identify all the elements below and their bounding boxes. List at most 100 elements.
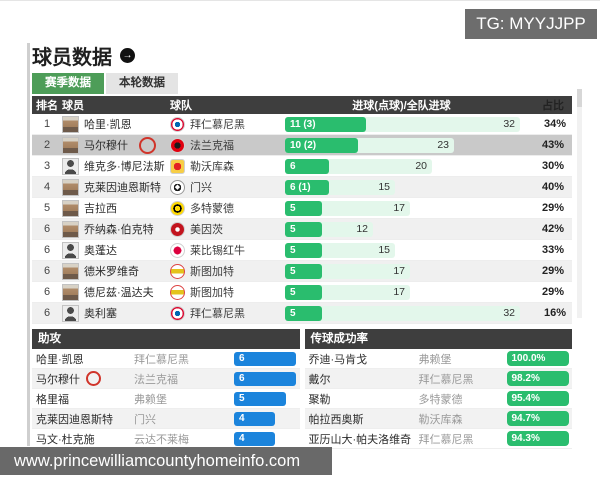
assist-bar: 6 xyxy=(234,371,296,386)
assist-row[interactable]: 格里福 弗赖堡 5 xyxy=(32,389,300,409)
more-arrow-icon[interactable]: → xyxy=(120,47,135,63)
rank-value: 6 xyxy=(43,265,51,277)
share-value: 33% xyxy=(541,244,564,256)
player-name: 哈里·凯恩 xyxy=(36,353,84,366)
table-row[interactable]: 2 马尔穆什 法兰克福 10 (2) 23 43% xyxy=(32,135,572,156)
team-goals-track: 5 32 xyxy=(285,305,520,321)
table-row[interactable]: 6 奥利塞 拜仁慕尼黑 5 32 16% xyxy=(32,303,572,324)
team-goals-value: 15 xyxy=(378,243,390,256)
team-name: 拜仁慕尼黑 xyxy=(418,433,474,446)
rank-value: 5 xyxy=(43,202,51,214)
table-row[interactable]: 1 哈里·凯恩 拜仁慕尼黑 11 (3) 32 34% xyxy=(32,114,572,135)
team-logo-icon xyxy=(170,263,185,279)
player-goals-bar: 5 xyxy=(285,305,322,321)
team-name: 拜仁慕尼黑 xyxy=(134,353,189,366)
table-header: 排名 球员 球队 进球(点球)/全队进球 占比 xyxy=(32,96,572,114)
player-goals-bar: 5 xyxy=(285,242,322,258)
team-logo-icon xyxy=(170,200,185,216)
team-goals-track: 5 12 xyxy=(285,221,373,237)
player-avatar xyxy=(62,178,79,196)
team-goals-value: 23 xyxy=(437,138,449,151)
team-name: 勒沃库森 xyxy=(418,413,463,426)
tab-round-data[interactable]: 本轮数据 xyxy=(106,73,178,94)
passing-row[interactable]: 聚勒 多特蒙德 95.4% xyxy=(304,389,572,409)
player-name: 德尼兹·温达夫 xyxy=(84,287,154,299)
pass-rate-badge: 95.4% xyxy=(506,391,569,406)
assist-row[interactable]: 哈里·凯恩 拜仁慕尼黑 6 xyxy=(32,349,300,369)
assist-row[interactable]: 克莱因迪恩斯特 门兴 4 xyxy=(32,409,300,429)
player-avatar xyxy=(62,199,79,217)
rank-value: 1 xyxy=(43,118,51,130)
player-avatar xyxy=(62,283,79,301)
player-name: 吉拉西 xyxy=(84,203,117,215)
player-name: 马文·杜克施 xyxy=(36,433,95,446)
team-goals-track: 5 15 xyxy=(285,242,395,258)
pass-rate-badge: 94.3% xyxy=(506,431,569,446)
team-name: 拜仁慕尼黑 xyxy=(190,308,245,320)
data-tabs: 赛季数据 本轮数据 xyxy=(32,73,572,94)
passing-row[interactable]: 乔迪·马肯戈 弗赖堡 100.0% xyxy=(304,349,572,369)
share-value: 42% xyxy=(541,223,564,235)
table-row[interactable]: 6 奥蓬达 莱比锡红牛 5 15 33% xyxy=(32,240,572,261)
rank-value: 4 xyxy=(43,181,51,193)
share-value: 40% xyxy=(541,181,564,193)
passing-row[interactable]: 帕拉西奥斯 勒沃库森 94.7% xyxy=(304,409,572,429)
header-goals: 进球(点球)/全队进球 xyxy=(352,100,451,112)
passing-panel-title: 传球成功率 xyxy=(304,329,572,349)
player-avatar xyxy=(62,304,79,322)
assist-row[interactable]: 马文·杜克施 云达不莱梅 4 xyxy=(32,429,300,449)
player-avatar xyxy=(62,262,79,280)
table-row[interactable]: 6 德米罗维奇 斯图加特 5 17 29% xyxy=(32,261,572,282)
passing-row[interactable]: 亚历山大·帕夫洛维奇 拜仁慕尼黑 94.3% xyxy=(304,429,572,449)
pass-rate-badge: 98.2% xyxy=(506,371,569,386)
team-logo-icon xyxy=(170,242,185,258)
team-goals-track: 11 (3) 32 xyxy=(285,116,520,132)
player-goals-bar: 5 xyxy=(285,200,322,216)
rank-value: 6 xyxy=(43,286,51,298)
player-goals-bar: 10 (2) xyxy=(285,137,358,153)
goals-table-body: 1 哈里·凯恩 拜仁慕尼黑 11 (3) 32 34% 2 马尔穆什 法兰克福 1… xyxy=(32,114,572,324)
team-logo-icon xyxy=(170,137,185,153)
player-avatar xyxy=(62,220,79,238)
team-name: 斯图加特 xyxy=(190,287,234,299)
team-goals-value: 12 xyxy=(356,222,368,235)
team-name: 弗赖堡 xyxy=(134,393,167,406)
player-name: 克莱因迪恩斯特 xyxy=(84,182,161,194)
team-name: 拜仁慕尼黑 xyxy=(190,119,245,131)
assist-bar: 5 xyxy=(234,391,286,406)
assist-row[interactable]: 马尔穆什 法兰克福 6 xyxy=(32,369,300,389)
team-goals-track: 5 17 xyxy=(285,284,410,300)
player-goals-bar: 11 (3) xyxy=(285,116,366,132)
team-name: 门兴 xyxy=(134,413,156,426)
player-name: 奥利塞 xyxy=(84,308,117,320)
left-scrollbar[interactable] xyxy=(27,43,30,446)
share-value: 30% xyxy=(541,160,564,172)
tg-watermark-badge: TG: MYYJJPP xyxy=(465,9,597,39)
rank-value: 2 xyxy=(43,139,51,151)
tab-season-data[interactable]: 赛季数据 xyxy=(32,73,104,94)
table-row[interactable]: 5 吉拉西 多特蒙德 5 17 29% xyxy=(32,198,572,219)
share-value: 29% xyxy=(541,265,564,277)
team-name: 斯图加特 xyxy=(190,266,234,278)
table-scrollbar[interactable] xyxy=(577,89,582,318)
player-name: 格里福 xyxy=(36,393,69,406)
assists-panel: 助攻 哈里·凯恩 拜仁慕尼黑 6 马尔穆什 法兰克福 6 格里福 弗赖堡 xyxy=(32,329,300,449)
player-name: 哈里·凯恩 xyxy=(84,119,132,131)
player-name: 维克多·博尼法斯 xyxy=(84,161,165,173)
assist-bar: 4 xyxy=(234,411,275,426)
team-goals-value: 32 xyxy=(503,117,515,130)
team-logo-icon xyxy=(170,305,185,321)
player-name: 戴尔 xyxy=(308,373,331,386)
team-goals-track: 10 (2) 23 xyxy=(285,137,454,153)
table-row[interactable]: 6 乔纳森·伯克特 美因茨 5 12 42% xyxy=(32,219,572,240)
table-row[interactable]: 3 维克多·博尼法斯 勒沃库森 6 20 30% xyxy=(32,156,572,177)
scrollbar-thumb[interactable] xyxy=(577,89,582,107)
player-name: 克莱因迪恩斯特 xyxy=(36,413,113,426)
header-rank: 排名 xyxy=(36,100,58,112)
player-name: 乔迪·马肯戈 xyxy=(308,353,368,366)
passing-row[interactable]: 戴尔 拜仁慕尼黑 98.2% xyxy=(304,369,572,389)
table-row[interactable]: 4 克莱因迪恩斯特 门兴 6 (1) 15 40% xyxy=(32,177,572,198)
player-name: 马尔穆什 xyxy=(36,373,80,386)
table-row[interactable]: 6 德尼兹·温达夫 斯图加特 5 17 29% xyxy=(32,282,572,303)
player-goals-bar: 6 (1) xyxy=(285,179,329,195)
